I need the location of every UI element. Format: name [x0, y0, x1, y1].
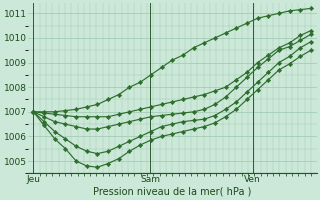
X-axis label: Pression niveau de la mer( hPa ): Pression niveau de la mer( hPa ): [93, 187, 252, 197]
